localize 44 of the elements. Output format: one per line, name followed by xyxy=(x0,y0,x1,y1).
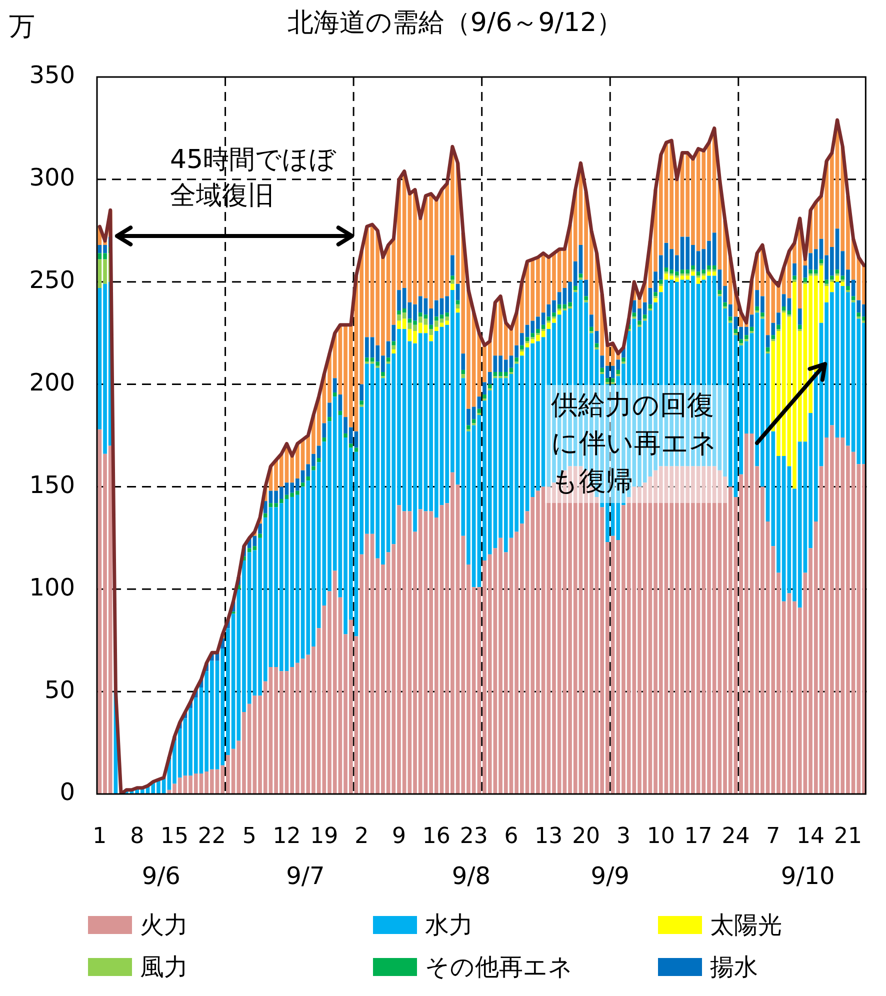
chart-title: 北海道の需給（9/6～9/12） xyxy=(287,8,623,38)
text: 9/7 xyxy=(286,862,325,890)
legend-label: 揚水 xyxy=(710,952,758,982)
y-tick-label: 200 xyxy=(29,368,75,397)
text: 9/10 xyxy=(780,862,835,890)
x-tick-label: 20 xyxy=(572,824,600,849)
y-tick-label: 50 xyxy=(44,676,75,704)
legend-label: その他再エネ xyxy=(425,952,573,982)
y-tick-label: 250 xyxy=(29,266,75,294)
x-tick-label: 23 xyxy=(460,824,488,849)
x-tick-label: 16 xyxy=(422,824,450,849)
x-tick-label: 12 xyxy=(272,824,301,849)
y-tick-label: 0 xyxy=(60,778,75,806)
x-tick-label: 7 xyxy=(766,824,780,849)
x-tick-label: 9 xyxy=(392,824,406,849)
legend-label: 水力 xyxy=(425,910,473,940)
y-tick-label: 100 xyxy=(29,573,75,602)
x-tick-label: 22 xyxy=(198,824,226,849)
x-tick-label: 5 xyxy=(242,824,256,849)
x-tick-label: 24 xyxy=(722,824,750,849)
x-tick-label: 3 xyxy=(616,824,630,849)
text: 9/6 xyxy=(142,862,180,890)
y-axis-title: 万 xyxy=(9,12,35,42)
x-tick-label: 15 xyxy=(160,824,188,849)
x-tick-label: 1 xyxy=(92,824,107,849)
legend-label: 風力 xyxy=(140,952,188,982)
x-tick-label: 8 xyxy=(130,824,144,849)
x-tick-label: 2 xyxy=(354,824,369,849)
text: 9/9 xyxy=(590,862,630,890)
x-tick-label: 13 xyxy=(534,824,563,849)
legend-label: 火力 xyxy=(140,910,188,940)
y-tick-label: 300 xyxy=(29,164,75,192)
x-tick-label: 10 xyxy=(646,824,675,849)
x-tick-label: 21 xyxy=(834,824,862,849)
x-tick-label: 6 xyxy=(504,824,518,849)
text: 9/8 xyxy=(452,862,490,890)
annotation: 45時間でほぼ全域復旧 xyxy=(170,144,338,213)
legend-label: 太陽光 xyxy=(710,910,782,940)
x-tick-label: 17 xyxy=(684,824,712,849)
y-tick-label: 350 xyxy=(29,61,75,90)
y-tick-label: 150 xyxy=(29,470,75,499)
x-tick-label: 14 xyxy=(796,824,825,849)
annotation: 供給力の回復に伴い再エネも復帰 xyxy=(545,385,727,503)
x-tick-label: 19 xyxy=(310,824,338,849)
